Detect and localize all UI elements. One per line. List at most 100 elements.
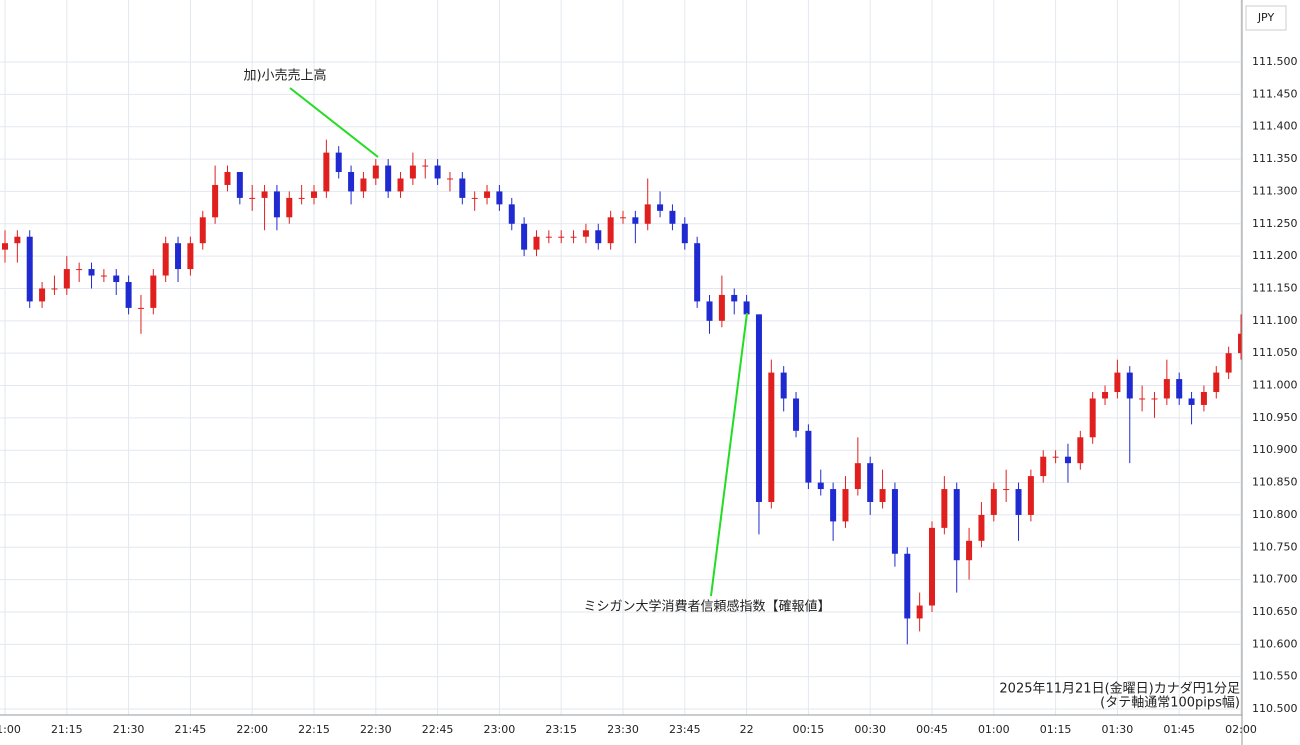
y-tick-label: 111.150: [1252, 281, 1298, 294]
y-tick-label: 111.300: [1252, 184, 1298, 197]
candle-body: [620, 217, 626, 219]
candle-body: [224, 172, 231, 185]
x-tick-label: 21:45: [175, 723, 207, 736]
candle-body: [508, 204, 515, 224]
y-tick-label: 110.650: [1252, 605, 1298, 618]
candle-body: [904, 553, 911, 619]
candle-body: [830, 489, 837, 522]
y-tick-label: 111.000: [1252, 379, 1298, 392]
x-tick-label: 01:15: [1040, 723, 1072, 736]
x-tick-label: 22:00: [236, 723, 268, 736]
candle-body: [595, 230, 602, 244]
candle-body: [175, 243, 182, 270]
y-tick-label: 111.450: [1252, 87, 1298, 100]
y-tick-label: 111.350: [1252, 152, 1298, 165]
x-tick-label: 00:45: [916, 723, 948, 736]
candle-body: [1225, 353, 1232, 373]
candle-body: [335, 152, 342, 173]
candle-body: [199, 217, 206, 244]
candle-body: [1126, 372, 1133, 399]
candle-body: [385, 165, 392, 192]
candle-body: [817, 482, 824, 490]
x-tick-label: 23:15: [545, 723, 577, 736]
candle-body: [1151, 398, 1158, 400]
candle-body: [1040, 456, 1047, 477]
candle-body: [1064, 456, 1071, 464]
y-tick-label: 110.850: [1252, 476, 1298, 489]
candle-body: [496, 191, 503, 205]
candle-body: [76, 269, 83, 271]
candle-body: [2, 243, 8, 250]
candle-body: [521, 223, 528, 250]
x-tick-label: 00:15: [793, 723, 825, 736]
candle-body: [953, 489, 960, 561]
candle-body: [941, 489, 948, 528]
candle-body: [26, 236, 33, 302]
candle-body: [1027, 476, 1034, 515]
candle-body: [113, 275, 120, 283]
candle-body: [311, 191, 317, 198]
candle-body: [582, 230, 589, 237]
y-tick-label: 110.600: [1252, 637, 1298, 650]
annotation: 加)小売売上高: [243, 68, 326, 84]
candle-body: [39, 288, 46, 302]
x-tick-label: 02:00: [1225, 723, 1257, 736]
candle-body: [63, 269, 70, 289]
unit-box: [1245, 5, 1287, 31]
y-tick-label: 110.700: [1252, 573, 1298, 586]
candle-body: [397, 178, 404, 192]
candle-body: [533, 236, 540, 250]
candle-body: [805, 430, 812, 483]
candle-body: [1176, 379, 1183, 399]
y-tick-label: 111.200: [1252, 249, 1298, 262]
candle-body: [1114, 372, 1121, 392]
candle-body: [249, 197, 256, 199]
candle-body: [434, 165, 441, 179]
candle-body: [731, 294, 738, 302]
candle-body: [966, 540, 973, 561]
candle-body: [867, 463, 874, 502]
x-tick-label: 00:30: [854, 723, 886, 736]
candle-body: [125, 282, 132, 308]
candle-body: [990, 489, 997, 515]
annotation: ミシガン大学消費者信頼感指数【確報値】: [583, 599, 830, 615]
candle-body: [545, 236, 552, 238]
candle-body: [323, 152, 330, 192]
y-tick-label: 110.800: [1252, 508, 1298, 521]
candle-body: [1052, 456, 1059, 458]
candle-body: [1003, 489, 1010, 491]
candle-body: [780, 372, 787, 399]
grid: [0, 0, 1242, 715]
x-tick-label: 01:30: [1102, 723, 1134, 736]
y-tick-label: 110.900: [1252, 443, 1298, 456]
candle-body: [1077, 437, 1084, 464]
candle-body: [422, 165, 429, 167]
candle-body: [1188, 398, 1195, 405]
candle-body: [88, 269, 95, 276]
x-tick-label: 22:45: [422, 723, 454, 736]
x-tick-label: 01:00: [978, 723, 1010, 736]
candle-body: [1015, 489, 1022, 515]
x-tick-label: 21:15: [51, 723, 83, 736]
y-tick-label: 110.750: [1252, 540, 1298, 553]
candle-body: [1089, 398, 1096, 438]
candle-body: [1200, 392, 1207, 405]
candle-body: [978, 514, 985, 541]
x-tick-label: 23:45: [669, 723, 701, 736]
candle-body: [706, 301, 713, 321]
candle-body: [348, 172, 355, 192]
candle-body: [286, 197, 293, 218]
candle-body: [137, 307, 144, 309]
note: (タテ軸通常100pips幅): [1100, 696, 1240, 711]
candle-body: [607, 217, 614, 244]
candle-body: [471, 197, 478, 199]
y-tick-label: 110.500: [1252, 702, 1298, 715]
candle-body: [644, 204, 651, 224]
candle-body: [100, 275, 107, 277]
x-tick-label: 22:30: [360, 723, 392, 736]
candle-body: [484, 191, 491, 198]
y-tick-label: 110.550: [1252, 670, 1298, 683]
candle-body: [1213, 372, 1220, 392]
x-tick-label: 21:00: [0, 723, 21, 736]
